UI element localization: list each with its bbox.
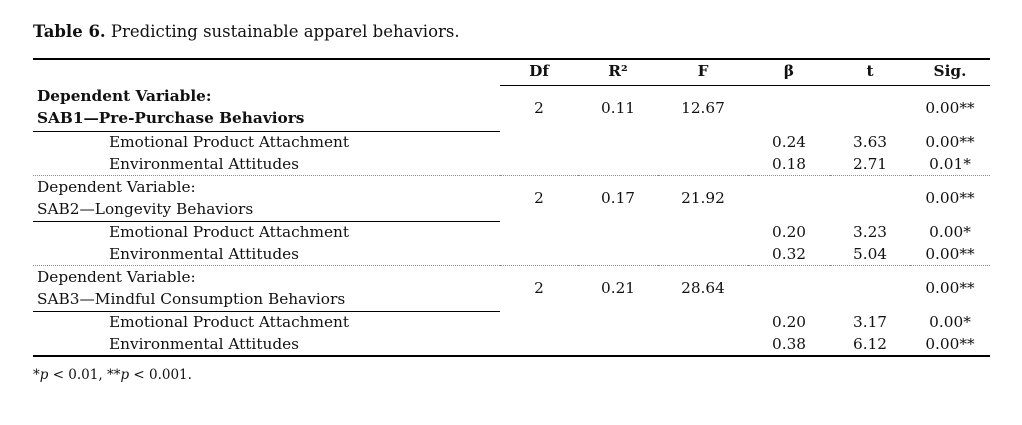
sig-value: 0.00* (929, 312, 971, 331)
table-caption: Table 6. Predicting sustainable apparel … (33, 21, 990, 43)
dv-line-2: SAB2—Longevity Behaviors (37, 199, 254, 218)
t-value: 6.12 (852, 334, 888, 353)
table-header-row: Df R² F β t Sig. (33, 59, 990, 86)
predictor-label: Emotional Product Attachment (109, 313, 350, 331)
beta-value: 0.20 (771, 312, 807, 331)
table-row: Environmental Attitudes 0.32 5.04 0.00** (33, 243, 990, 266)
sig-value: 0.00** (925, 279, 975, 297)
table-row: Dependent Variable: SAB1—Pre-Purchase Be… (33, 85, 990, 132)
dv-line-1: Dependent Variable: (37, 177, 196, 196)
sig-value: 0.00** (925, 99, 975, 117)
header-beta: β (748, 59, 830, 86)
table-row: Dependent Variable: SAB3—Mindful Consump… (33, 265, 990, 312)
f-value: 28.64 (681, 279, 725, 297)
dependent-variable-label: Dependent Variable: SAB1—Pre-Purchase Be… (33, 85, 500, 132)
sig-value: 0.00** (925, 189, 975, 207)
r2-value: 0.11 (600, 99, 636, 117)
table-row: Emotional Product Attachment 0.24 3.63 0… (33, 132, 990, 154)
t-value (830, 86, 910, 132)
predictor-label: Emotional Product Attachment (109, 223, 350, 241)
table-row: Emotional Product Attachment 0.20 3.17 0… (33, 312, 990, 334)
header-df: Df (500, 59, 578, 86)
dependent-variable-label: Dependent Variable: SAB3—Mindful Consump… (33, 265, 500, 312)
footnote-mid: < 0.01, ** (48, 367, 121, 383)
predictor-label: Emotional Product Attachment (109, 133, 350, 151)
beta-value (748, 266, 830, 312)
predictor-label: Environmental Attitudes (109, 334, 300, 353)
t-value: 3.17 (852, 312, 888, 331)
t-value: 5.04 (830, 243, 910, 266)
t-value (830, 266, 910, 312)
predictor-label: Environmental Attitudes (33, 153, 500, 176)
beta-value (748, 86, 830, 132)
significance-footnote: *p < 0.01, **p < 0.001. (33, 366, 990, 384)
header-empty (33, 59, 500, 86)
beta-value: 0.38 (771, 334, 807, 353)
dependent-variable-label: Dependent Variable: SAB2—Longevity Behav… (33, 175, 500, 222)
footnote-p2: p (120, 367, 130, 383)
t-value: 3.23 (852, 222, 888, 241)
sig-value: 0.00** (925, 132, 975, 151)
beta-value: 0.18 (748, 153, 830, 176)
sig-value: 0.00** (925, 334, 975, 353)
t-value: 3.63 (852, 132, 888, 151)
r2-value: 0.21 (600, 279, 636, 297)
header-sig: Sig. (910, 59, 990, 86)
dv-line-1: Dependent Variable: (37, 87, 212, 106)
f-value: 21.92 (681, 189, 725, 207)
footnote-star1: * (33, 367, 40, 383)
table-title: Predicting sustainable apparel behaviors… (105, 22, 460, 41)
dv-line-1: Dependent Variable: (37, 267, 196, 286)
beta-value: 0.24 (771, 132, 807, 151)
table-row: Dependent Variable: SAB2—Longevity Behav… (33, 175, 990, 222)
beta-value: 0.32 (748, 243, 830, 266)
predictor-label: Environmental Attitudes (33, 243, 500, 266)
footnote-end: < 0.001. (129, 367, 192, 383)
r2-value: 0.17 (600, 189, 636, 207)
header-t: t (830, 59, 910, 86)
df-value: 2 (534, 99, 544, 117)
page: Table 6. Predicting sustainable apparel … (33, 21, 990, 384)
sig-value: 0.00** (910, 243, 990, 266)
table-number: Table 6. (33, 22, 106, 41)
regression-table: Df R² F β t Sig. Dependent Variable: SAB… (33, 58, 990, 357)
f-value: 12.67 (681, 99, 725, 117)
dv-line-2: SAB3—Mindful Consumption Behaviors (37, 289, 346, 308)
footnote-p1: p (39, 367, 49, 383)
header-f: F (658, 59, 748, 86)
sig-value: 0.00* (929, 222, 971, 241)
df-value: 2 (534, 279, 544, 297)
table-row: Environmental Attitudes 0.38 6.12 0.00** (33, 334, 990, 357)
df-value: 2 (534, 189, 544, 207)
beta-value (748, 176, 830, 222)
table-row: Emotional Product Attachment 0.20 3.23 0… (33, 222, 990, 244)
t-value: 2.71 (830, 153, 910, 176)
dv-line-2: SAB1—Pre-Purchase Behaviors (37, 109, 305, 128)
t-value (830, 176, 910, 222)
table-row: Environmental Attitudes 0.18 2.71 0.01* (33, 153, 990, 176)
header-r-squared: R² (578, 59, 658, 86)
beta-value: 0.20 (771, 222, 807, 241)
sig-value: 0.01* (910, 153, 990, 176)
